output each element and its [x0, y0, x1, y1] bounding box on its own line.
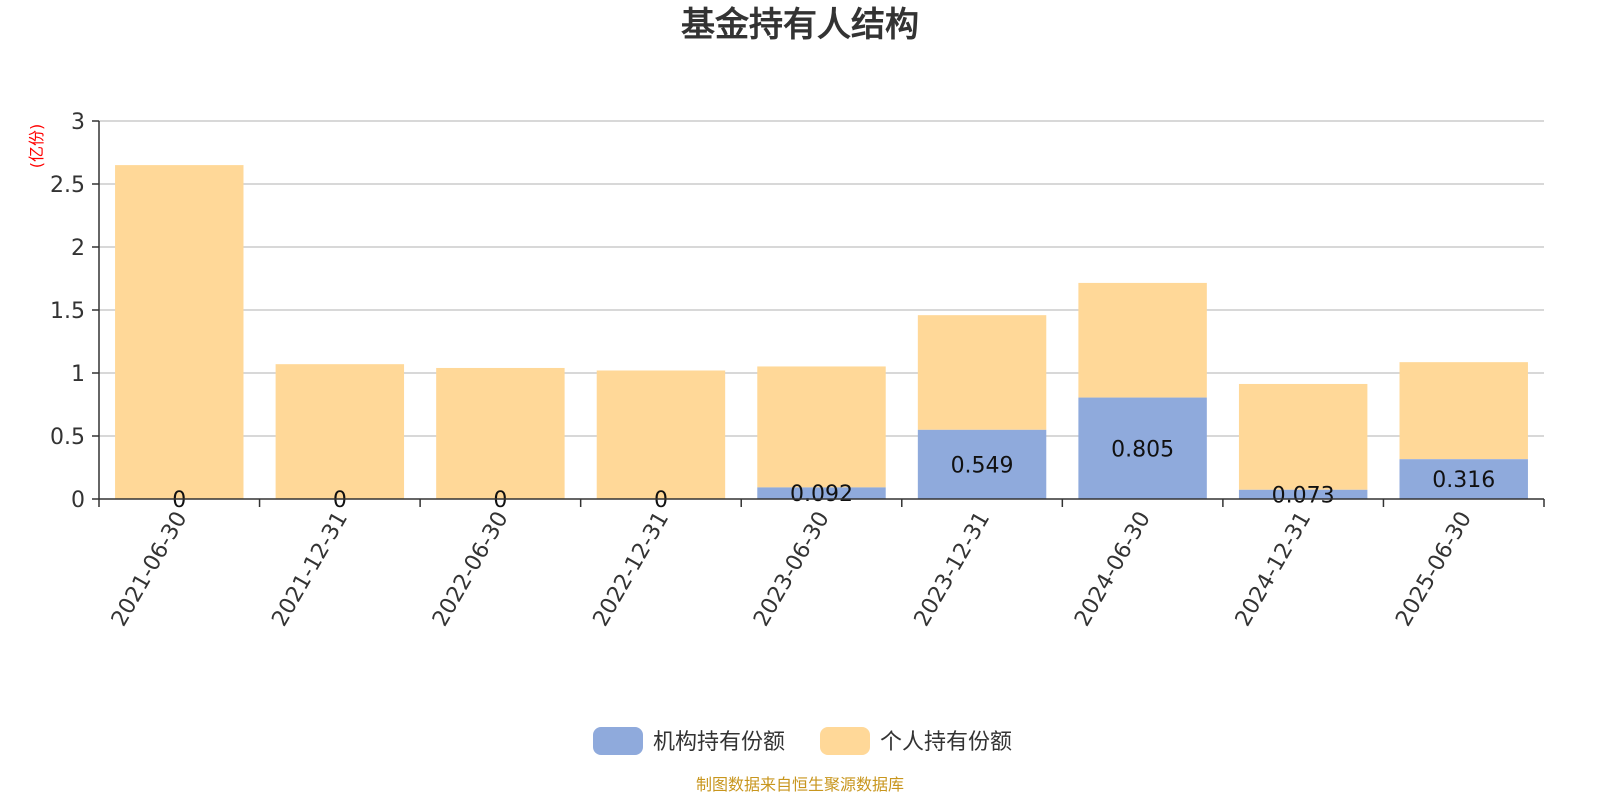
data-label: 0.805 [1111, 437, 1174, 462]
bar-individual [436, 367, 565, 499]
data-label: 0.549 [951, 453, 1014, 478]
legend-label: 个人持有份额 [880, 730, 1012, 755]
legend-swatch [593, 727, 643, 755]
legend-swatch [820, 727, 870, 755]
bar-institutional [1399, 459, 1528, 499]
bar-individual [275, 364, 405, 499]
data-label: 0.073 [1272, 483, 1335, 508]
legend-label: 机构持有份额 [653, 730, 785, 755]
bars: 0 0 0 0 0.092 0.549 0.805 0.073 0.316 [115, 165, 1528, 513]
data-label: 0 [172, 488, 186, 513]
y-tick-label: 2 [71, 236, 85, 261]
bar-institutional [1078, 397, 1207, 499]
y-tick-label: 0 [71, 488, 85, 513]
x-tick-label: 2024-06-30 [1070, 508, 1156, 631]
x-tick-label: 2023-12-31 [910, 508, 996, 631]
bar-individual [757, 366, 886, 488]
x-tick-label: 2022-06-30 [428, 508, 514, 631]
bar-individual [115, 165, 244, 499]
source-note: 制图数据来自恒生聚源数据库 [696, 775, 904, 794]
data-label: 0.316 [1432, 468, 1495, 493]
bar-individual [1078, 282, 1207, 398]
y-tick-label: 0.5 [50, 425, 85, 450]
bar-institutional [1238, 489, 1368, 499]
y-tick-label: 1 [71, 362, 85, 387]
data-label: 0 [654, 488, 668, 513]
x-tick-label: 2021-12-31 [267, 508, 353, 631]
legend: 机构持有份额 个人持有份额 [593, 727, 1012, 755]
data-label: 0 [493, 488, 507, 513]
bar-individual [917, 315, 1047, 430]
bar-individual [596, 370, 726, 499]
x-tick-label: 2025-06-30 [1391, 508, 1477, 631]
y-axis-unit: (亿份) [27, 124, 46, 169]
data-label: 0.092 [790, 482, 853, 507]
y-tick-label: 1.5 [50, 299, 85, 324]
x-tick-label: 2021-06-30 [107, 508, 193, 631]
x-tick-label: 2023-06-30 [749, 508, 835, 631]
bar-institutional [757, 487, 886, 499]
x-tick-label: 2022-12-31 [589, 508, 675, 631]
bar-individual [1399, 362, 1528, 460]
bar-individual [1238, 383, 1368, 490]
chart-title: 基金持有人结构 [681, 5, 919, 45]
y-tick-label: 3 [71, 110, 85, 135]
x-tick-label: 2024-12-31 [1231, 508, 1317, 631]
bar-institutional [917, 429, 1047, 499]
data-label: 0 [333, 488, 347, 513]
y-tick-label: 2.5 [50, 173, 85, 198]
